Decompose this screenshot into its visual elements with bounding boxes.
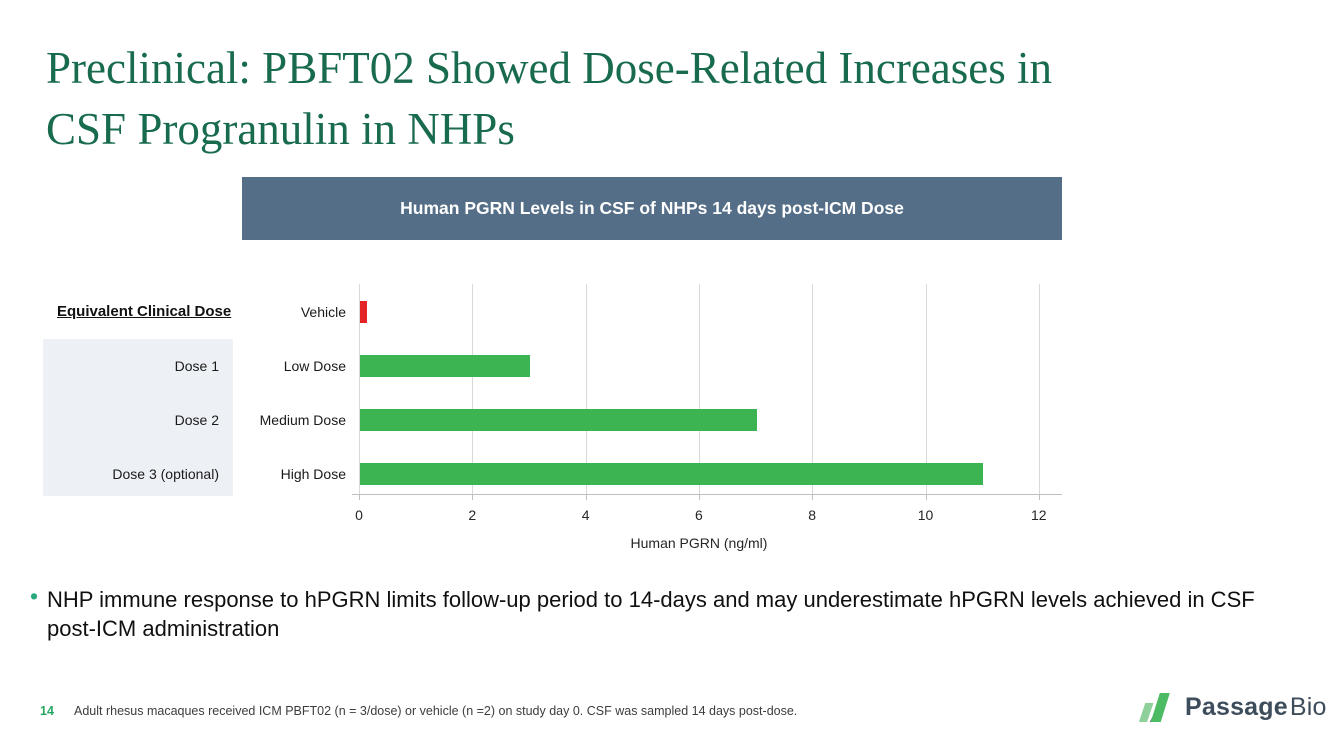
passage-bio-logo: PassageBio (1138, 691, 1327, 724)
gridline-x-0 (359, 284, 360, 494)
x-tick-label-10: 10 (917, 507, 934, 523)
bar-medium-dose (360, 409, 757, 431)
x-tick-label-4: 4 (581, 507, 590, 523)
x-tick-mark-8 (812, 494, 814, 500)
x-tick-label-12: 12 (1031, 507, 1047, 523)
bar-low-dose (360, 355, 530, 377)
x-tick-mark-0 (359, 494, 360, 500)
equivalent-dose-header: Equivalent Clinical Dose (57, 303, 232, 320)
x-tick-mark-10 (925, 494, 927, 500)
chart-title-banner: Human PGRN Levels in CSF of NHPs 14 days… (242, 177, 1062, 240)
x-tick-label-0: 0 (355, 507, 363, 523)
slide-title-line1: Preclinical: PBFT02 Showed Dose-Related … (46, 43, 1053, 93)
equivalent-dose-box: Dose 1 Dose 2 Dose 3 (optional) (43, 339, 233, 496)
dose-label-2: Dose 2 (174, 412, 219, 428)
x-tick-mark-4 (585, 494, 587, 500)
category-label-vehicle: Vehicle (300, 304, 346, 320)
gridline-x-8 (812, 284, 814, 494)
page-number: 14 (40, 704, 54, 718)
dose-label-3: Dose 3 (optional) (112, 466, 219, 482)
bar-high-dose (360, 463, 984, 485)
chart-title: Human PGRN Levels in CSF of NHPs 14 days… (400, 198, 904, 218)
x-axis-line (352, 494, 1062, 495)
category-label-medium-dose: Medium Dose (259, 412, 346, 428)
category-label-low-dose: Low Dose (283, 358, 346, 374)
bar-vehicle (360, 301, 367, 323)
gridline-x-12 (1038, 284, 1040, 494)
logo-text-bio: Bio (1289, 693, 1327, 721)
x-tick-label-6: 6 (694, 507, 703, 523)
dose-label-1: Dose 1 (174, 358, 219, 374)
gridline-x-2 (472, 284, 474, 494)
passage-bio-logo-icon (1138, 692, 1170, 723)
chart-category-labels: Vehicle Low Dose Medium Dose High Dose (228, 284, 346, 494)
bullet-text: NHP immune response to hPGRN limits foll… (47, 587, 1255, 641)
x-tick-mark-6 (698, 494, 700, 500)
gridline-x-4 (585, 284, 587, 494)
category-label-high-dose: High Dose (280, 466, 346, 482)
gridline-x-10 (925, 284, 927, 494)
gridline-x-6 (698, 284, 700, 494)
passage-bio-logo-text: PassageBio (1185, 693, 1327, 722)
x-tick-mark-12 (1038, 494, 1040, 500)
logo-text-passage: Passage (1185, 693, 1288, 721)
plot-area (359, 284, 1059, 494)
x-tick-label-2: 2 (468, 507, 477, 523)
slide-title: Preclinical: PBFT02 Showed Dose-Related … (46, 38, 1306, 160)
slide-title-line2: CSF Progranulin in NHPs (46, 104, 515, 154)
footnote: Adult rhesus macaques received ICM PBFT0… (74, 704, 798, 718)
x-axis-title: Human PGRN (ng/ml) (630, 535, 768, 551)
x-tick-label-8: 8 (808, 507, 817, 523)
x-tick-mark-2 (472, 494, 474, 500)
bullet-dot: • (30, 583, 39, 609)
